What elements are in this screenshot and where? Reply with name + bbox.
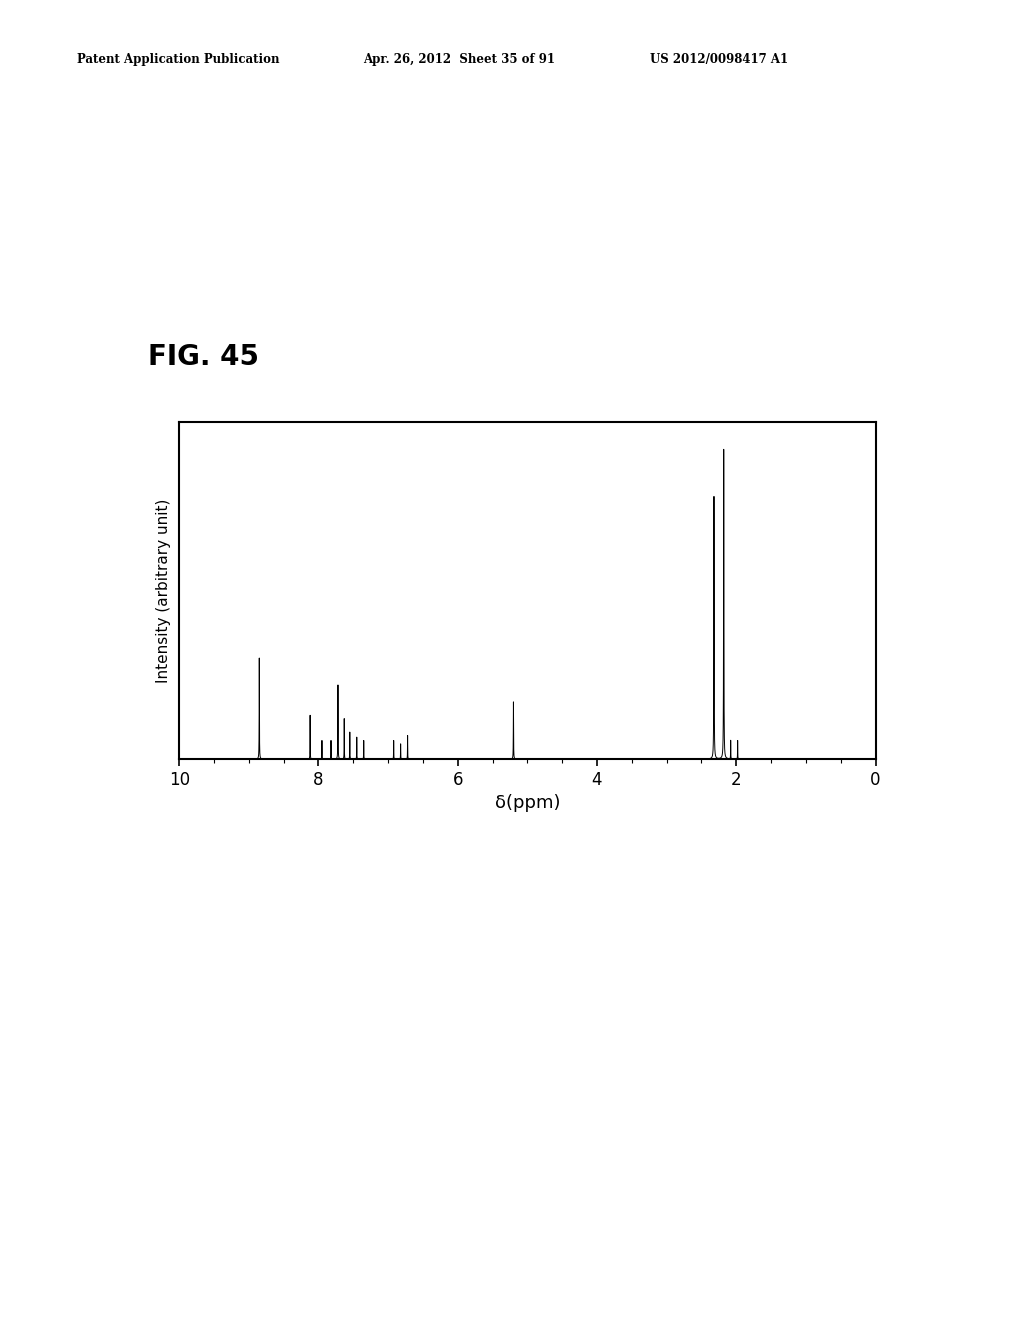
Text: FIG. 45: FIG. 45 bbox=[148, 343, 259, 371]
Text: US 2012/0098417 A1: US 2012/0098417 A1 bbox=[650, 53, 788, 66]
Y-axis label: Intensity (arbitrary unit): Intensity (arbitrary unit) bbox=[156, 499, 171, 682]
Text: Patent Application Publication: Patent Application Publication bbox=[77, 53, 280, 66]
Text: Apr. 26, 2012  Sheet 35 of 91: Apr. 26, 2012 Sheet 35 of 91 bbox=[364, 53, 555, 66]
X-axis label: δ(ppm): δ(ppm) bbox=[495, 795, 560, 812]
